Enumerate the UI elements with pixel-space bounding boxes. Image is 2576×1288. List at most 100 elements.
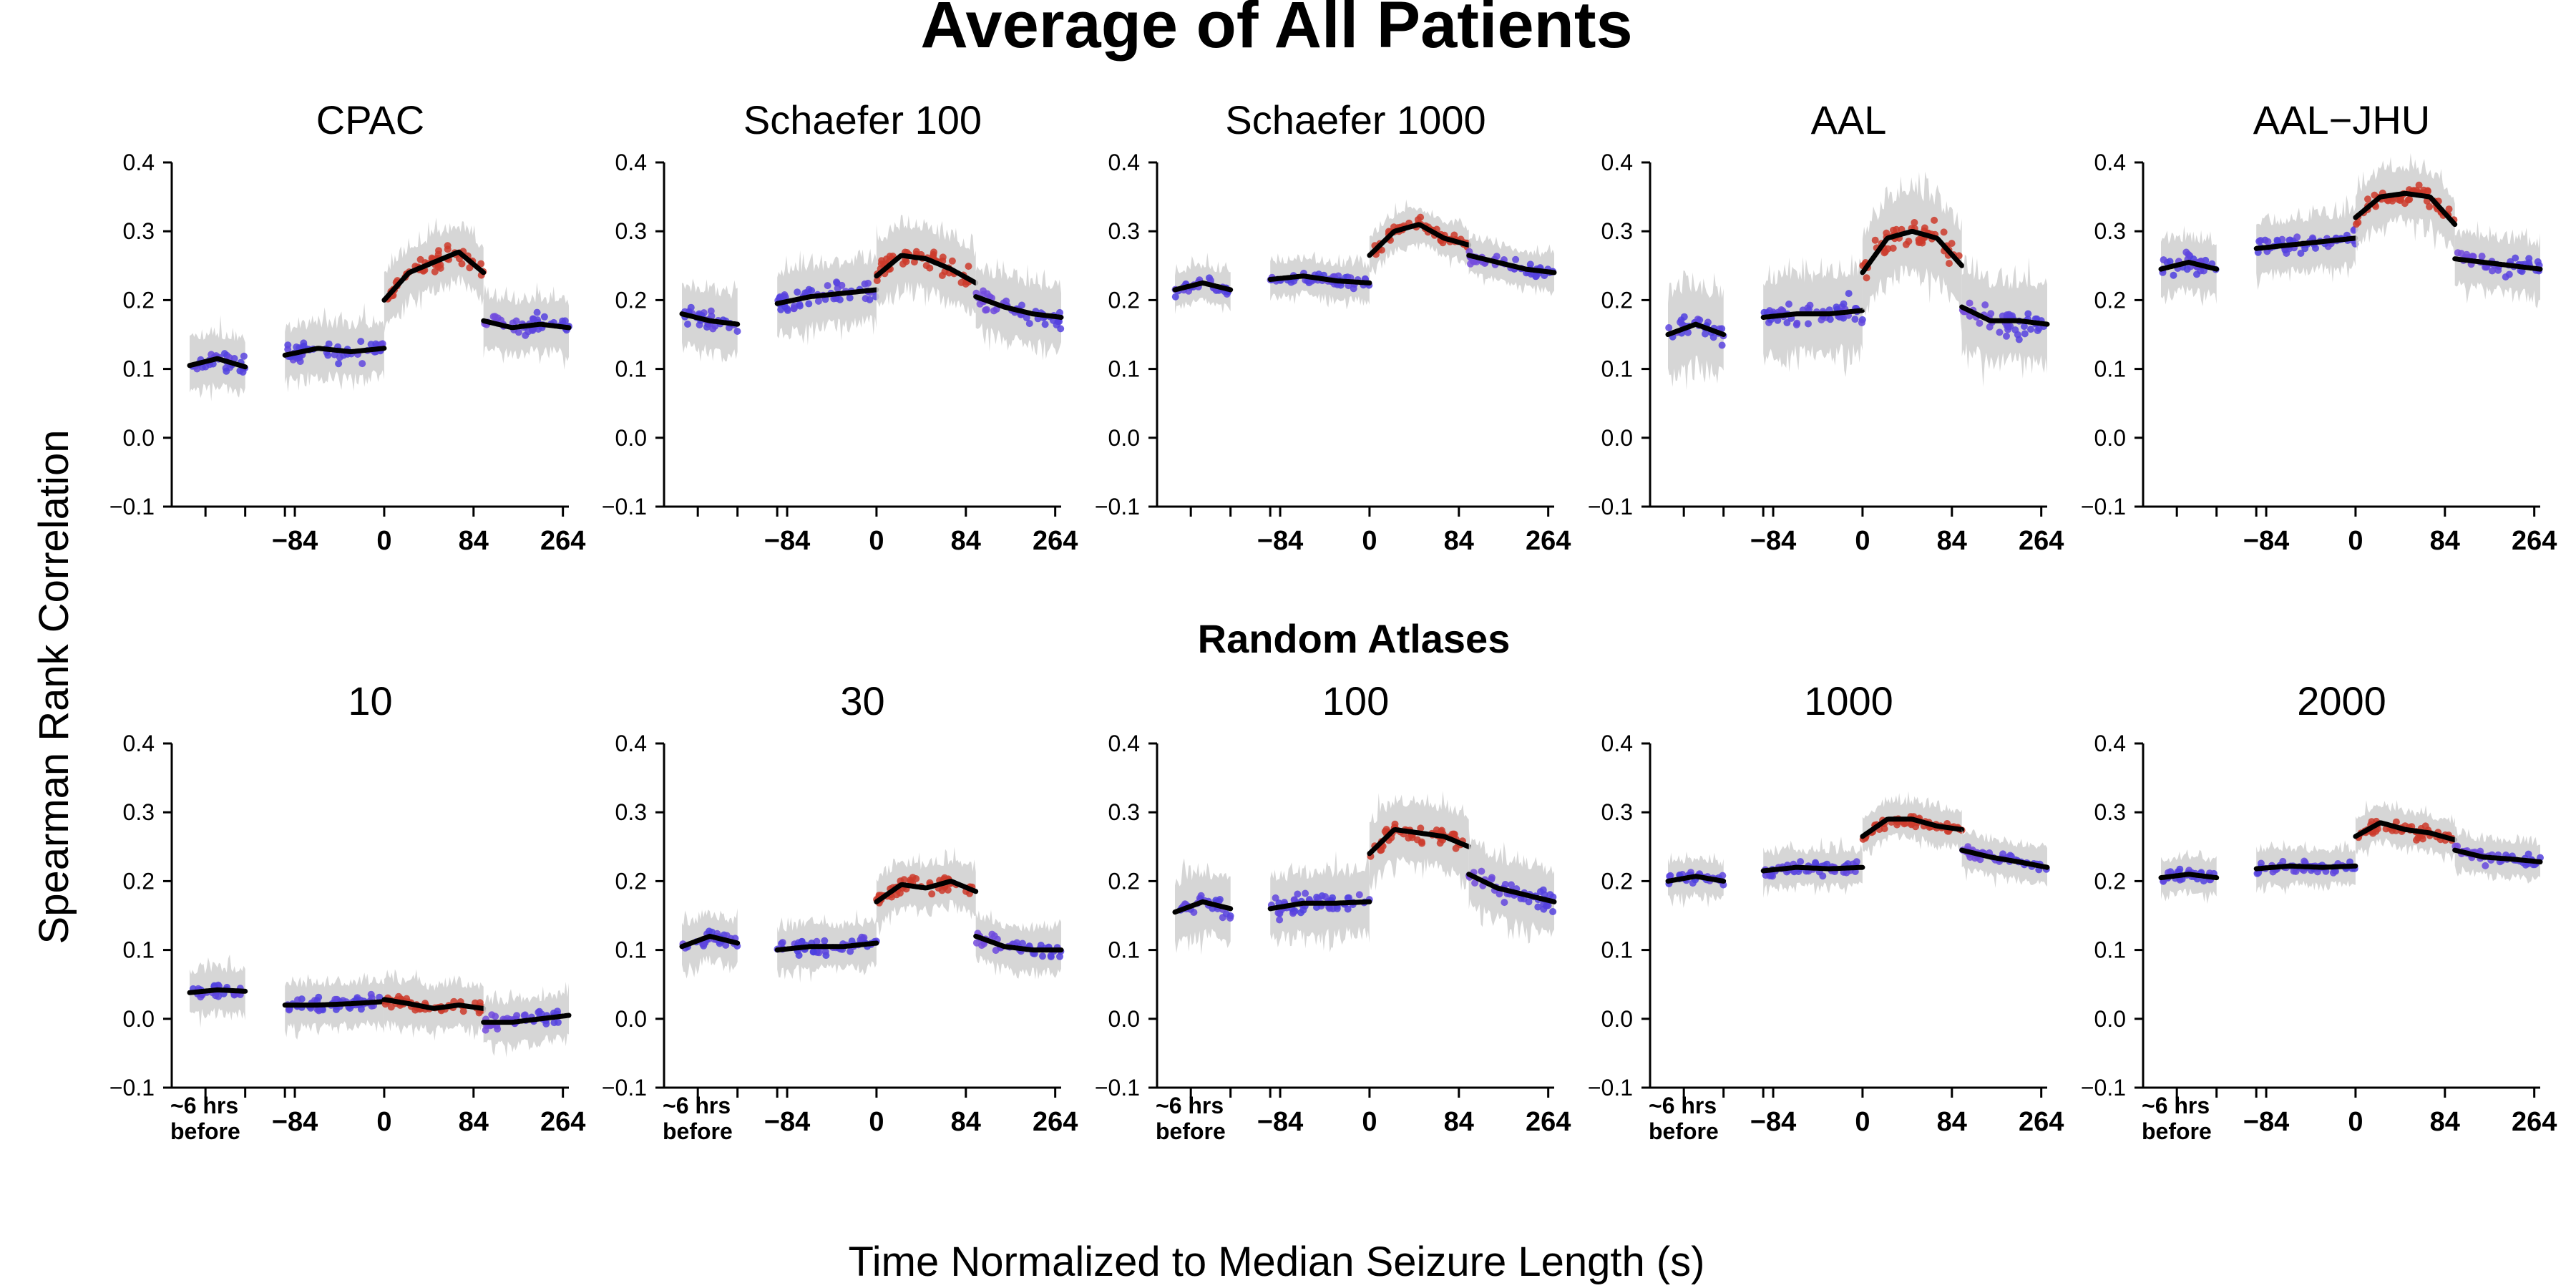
data-point xyxy=(1534,903,1542,911)
mean-line xyxy=(2452,256,2543,272)
x-tick-label: 264 xyxy=(2512,526,2557,556)
data-point xyxy=(938,887,946,894)
panel-2: Schaefer 1000 0.4 0.3 0.2 0.1 0.0 −0.1 −84 0 84 26… xyxy=(1095,97,1571,556)
x-tick-label: before xyxy=(2142,1118,2212,1144)
data-point xyxy=(1805,320,1812,328)
data-point xyxy=(1902,240,1910,248)
data-point xyxy=(1171,293,1179,301)
y-tick-label: 0.0 xyxy=(2094,1006,2126,1032)
mean-line xyxy=(1466,872,1557,904)
data-point xyxy=(2329,869,2337,877)
data-point xyxy=(1853,858,1860,866)
data-point xyxy=(2512,254,2519,262)
data-point xyxy=(459,1008,467,1015)
data-point xyxy=(1785,301,1792,308)
row-title-random-atlases: Random Atlases xyxy=(1198,616,1511,661)
y-tick-label: 0.4 xyxy=(1108,150,1140,175)
y-tick-label: −0.1 xyxy=(1588,494,1633,519)
y-tick-label: 0.3 xyxy=(1108,218,1140,244)
data-point xyxy=(824,282,831,290)
data-point xyxy=(2478,253,2486,260)
data-point xyxy=(324,351,332,359)
data-point xyxy=(909,874,917,882)
data-point xyxy=(540,313,548,321)
mean-line xyxy=(2452,847,2543,864)
data-point xyxy=(1760,308,1768,316)
data-point xyxy=(387,1003,395,1011)
data-point xyxy=(1501,899,1508,907)
y-tick-label: −0.1 xyxy=(602,494,647,519)
data-point xyxy=(357,1005,365,1013)
data-point xyxy=(346,1005,353,1012)
data-point xyxy=(2003,332,2010,340)
data-point xyxy=(1762,872,1770,879)
data-point xyxy=(1940,228,1948,236)
data-point xyxy=(808,287,816,295)
data-point xyxy=(1793,319,1801,327)
data-point xyxy=(1018,301,1025,309)
confidence-band xyxy=(384,218,484,333)
panel-title: 1000 xyxy=(1804,678,1893,723)
data-point xyxy=(1344,894,1352,902)
mean-line xyxy=(1172,280,1234,293)
data-point xyxy=(2166,258,2174,265)
mean-line xyxy=(1367,827,1472,857)
x-tick-label: 0 xyxy=(2348,1107,2363,1137)
data-point xyxy=(2193,270,2200,278)
data-point xyxy=(357,338,365,346)
panel-4: AAL−JHU 0.4 0.3 0.2 0.1 0.0 −0.1 −84 0 84 264 xyxy=(2081,97,2557,556)
x-tick-label: 0 xyxy=(869,526,884,556)
y-tick-label: 0.2 xyxy=(1601,287,1633,313)
y-tick-label: 0.0 xyxy=(2094,425,2126,451)
x-tick-label: 264 xyxy=(1526,1107,1571,1137)
data-point xyxy=(795,952,803,959)
mean-line xyxy=(1665,321,1727,337)
data-point xyxy=(1996,328,2004,336)
x-tick-label: 264 xyxy=(1033,1107,1078,1137)
data-point xyxy=(794,288,801,296)
panel-0: CPAC 0.4 0.3 0.2 0.1 0.0 −0.1 −84 0 84 264 xyxy=(109,97,586,556)
mean-line xyxy=(1665,874,1727,884)
data-point xyxy=(458,260,466,268)
data-point xyxy=(2274,238,2281,245)
x-tick-label: 0 xyxy=(376,526,391,556)
data-point xyxy=(2483,263,2490,271)
panel-title: Schaefer 100 xyxy=(743,97,982,142)
data-point xyxy=(706,927,713,935)
data-point xyxy=(193,365,201,373)
data-point xyxy=(926,264,934,272)
data-point xyxy=(1797,858,1805,866)
y-tick-label: −0.1 xyxy=(602,1075,647,1101)
y-tick-label: 0.2 xyxy=(1108,287,1140,313)
data-point xyxy=(529,315,537,323)
data-point xyxy=(862,295,869,303)
y-tick-label: 0.0 xyxy=(615,1006,647,1032)
data-point xyxy=(1322,893,1330,901)
data-point xyxy=(2424,187,2431,195)
x-tick-label: −84 xyxy=(1257,526,1303,556)
data-point xyxy=(1417,213,1425,221)
data-point xyxy=(1549,908,1557,915)
data-point xyxy=(1525,898,1533,906)
y-tick-label: 0.3 xyxy=(1601,218,1633,244)
data-point xyxy=(239,369,247,376)
panel-title: AAL xyxy=(1811,97,1887,142)
x-tick-label: 264 xyxy=(2019,1107,2064,1137)
mean-line xyxy=(381,997,487,1011)
x-tick-label: ~6 hrs xyxy=(170,1093,238,1118)
data-point xyxy=(2415,181,2423,189)
x-tick-label: 264 xyxy=(2512,1107,2557,1137)
y-tick-label: 0.0 xyxy=(1601,425,1633,451)
data-point xyxy=(778,940,785,947)
data-point xyxy=(1391,820,1399,828)
data-point xyxy=(335,360,343,368)
data-point xyxy=(368,994,376,1002)
data-point xyxy=(1667,872,1674,879)
data-point xyxy=(938,272,946,279)
data-point xyxy=(1880,249,1888,257)
y-tick-label: 0.1 xyxy=(1108,356,1140,382)
data-point xyxy=(240,352,248,360)
panel-title: CPAC xyxy=(316,97,424,142)
data-point xyxy=(1508,881,1515,889)
